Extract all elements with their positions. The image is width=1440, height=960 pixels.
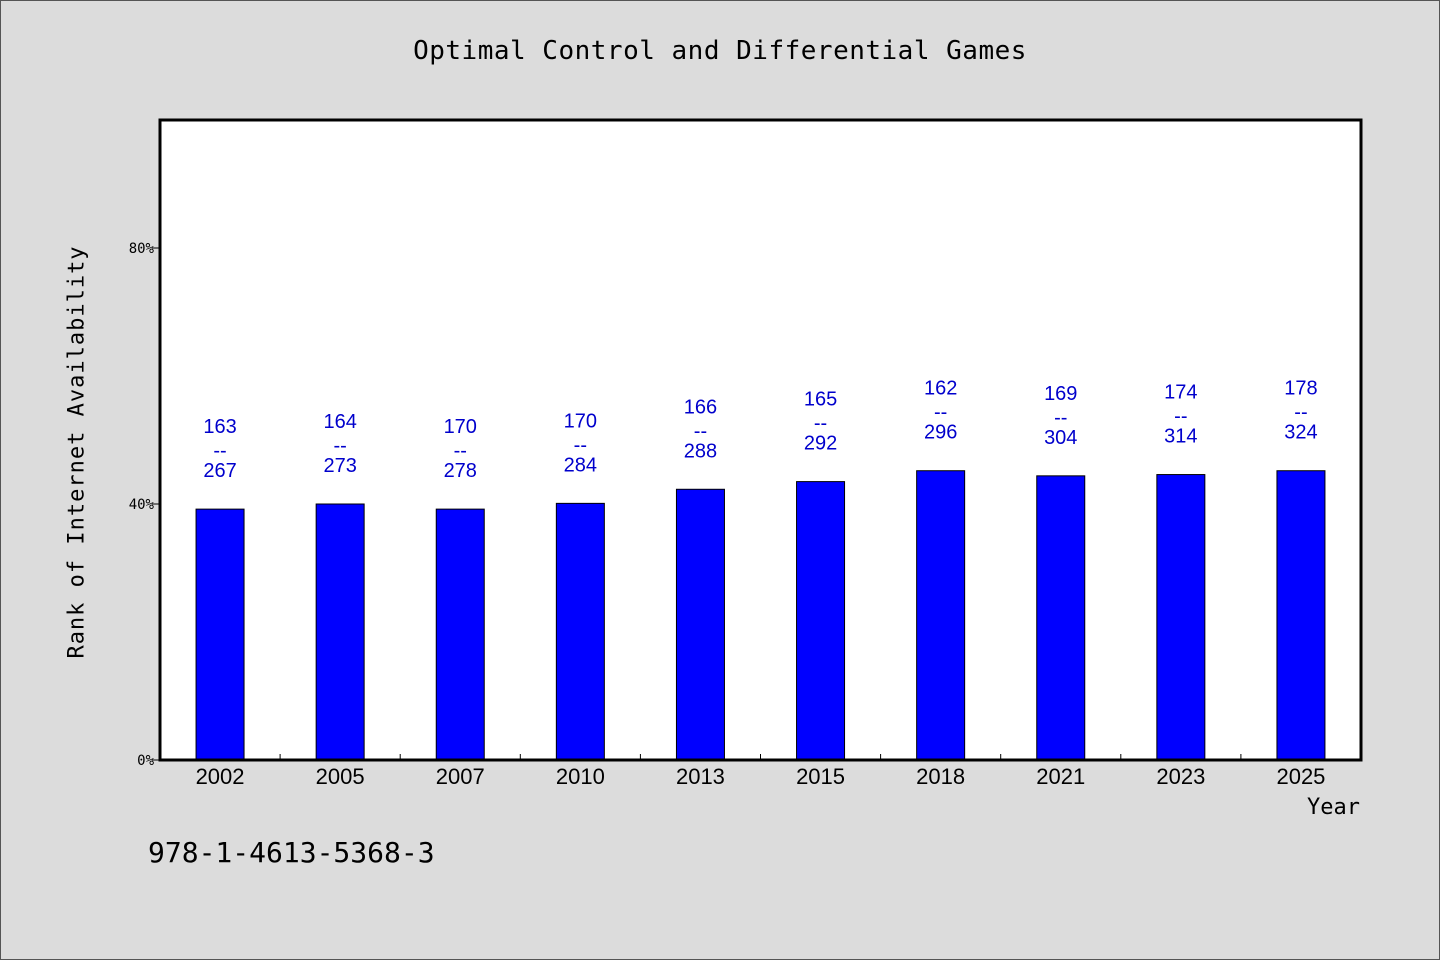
bar-label-bottom: 288	[684, 440, 717, 462]
bar-label-separator: --	[574, 434, 587, 456]
x-tick-label: 2015	[796, 764, 845, 789]
bar-2010	[555, 502, 605, 761]
bar-2023	[1156, 474, 1206, 761]
bar-label-bottom: 304	[1044, 427, 1077, 449]
x-tick-label: 2007	[436, 764, 485, 789]
bar-labels: 2002267--1632005273--1642007278--1702010…	[196, 378, 1326, 789]
bar-label-separator: --	[213, 440, 226, 462]
x-axis-label: Year	[1307, 795, 1360, 820]
bar-2013	[675, 488, 725, 761]
x-tick-label: 2013	[676, 764, 725, 789]
bar-label-separator: --	[934, 402, 947, 424]
bar-label-bottom: 278	[444, 460, 477, 482]
bar-label-separator: --	[1294, 402, 1307, 424]
bar-label-top: 170	[564, 410, 597, 432]
axis-ticks: 0% 40% 80%	[129, 241, 1242, 769]
bar-2007	[435, 508, 485, 761]
bar-2002	[195, 508, 245, 761]
bar-label-separator: --	[454, 440, 467, 462]
bar-label-bottom: 267	[203, 460, 236, 482]
bar-label-bottom: 273	[323, 455, 356, 477]
bar-label-separator: --	[333, 435, 346, 457]
x-tick-label: 2023	[1156, 764, 1205, 789]
bar-label-bottom: 284	[564, 454, 597, 476]
bar-label-top: 163	[203, 416, 236, 438]
bar-2018	[916, 470, 966, 761]
x-tick-label: 2021	[1036, 764, 1085, 789]
bar-label-bottom: 314	[1164, 426, 1197, 448]
bar-label-separator: --	[694, 420, 707, 442]
bar-2015	[796, 481, 846, 761]
bar-2025	[1276, 470, 1326, 761]
bar-label-separator: --	[1174, 406, 1187, 428]
bar-label-top: 166	[684, 396, 717, 418]
x-tick-label: 2005	[316, 764, 365, 789]
bar-label-top: 170	[444, 416, 477, 438]
bar-label-top: 174	[1164, 382, 1197, 404]
bars	[195, 470, 1326, 761]
bar-label-separator: --	[1054, 407, 1067, 429]
bar-2005	[315, 503, 365, 761]
bar-label-top: 169	[1044, 383, 1077, 405]
chart-title: Optimal Control and Differential Games	[413, 36, 1027, 66]
x-tick-label: 2002	[196, 764, 245, 789]
bar-label-bottom: 296	[924, 422, 957, 444]
y-tick-label: 0%	[137, 753, 154, 769]
bar-label-top: 162	[924, 378, 957, 400]
plot-border	[158, 118, 1363, 762]
x-tick-label: 2010	[556, 764, 605, 789]
x-tick-label: 2018	[916, 764, 965, 789]
x-tick-label: 2025	[1276, 764, 1325, 789]
y-tick-label: 80%	[129, 241, 155, 257]
isbn-label: 978-1-4613-5368-3	[148, 836, 435, 869]
bar-label-top: 164	[323, 411, 356, 433]
bar-label-bottom: 324	[1284, 422, 1317, 444]
bar-label-top: 178	[1284, 378, 1317, 400]
bar-label-top: 165	[804, 389, 837, 411]
bar-label-bottom: 292	[804, 433, 837, 455]
bar-label-separator: --	[814, 413, 827, 435]
bar-2021	[1036, 475, 1086, 761]
y-tick-label: 40%	[129, 497, 155, 513]
